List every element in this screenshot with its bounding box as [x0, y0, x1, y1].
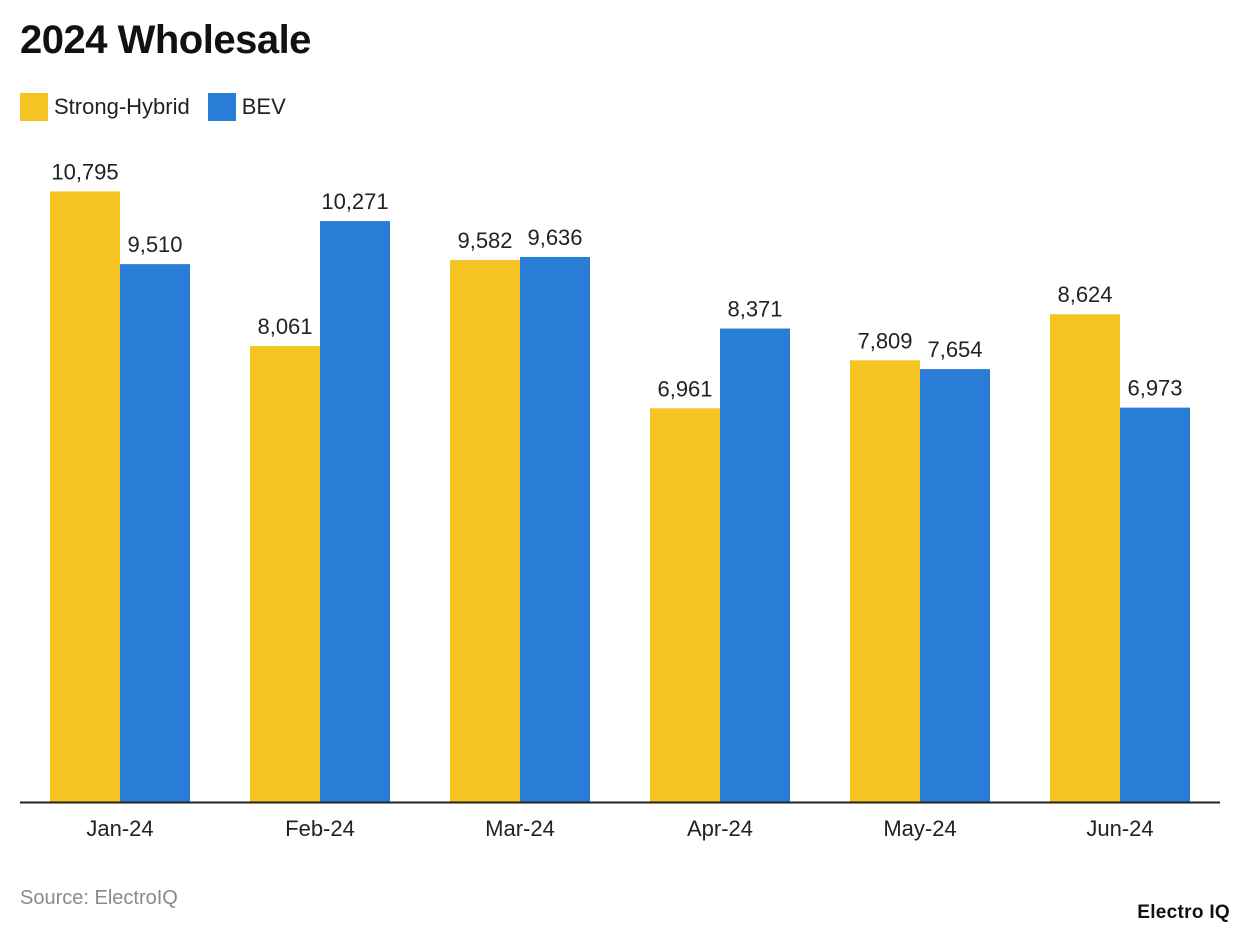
legend-label-strong-hybrid: Strong-Hybrid	[54, 94, 190, 119]
bar-bev-apr-24	[720, 328, 790, 802]
data-label-bev-feb-24: 10,271	[321, 189, 388, 214]
data-label-bev-apr-24: 8,371	[727, 297, 782, 322]
bar-bev-jun-24	[1120, 407, 1190, 802]
legend: Strong-Hybrid BEV	[20, 93, 286, 121]
bar-bev-feb-24	[320, 221, 390, 802]
bar-strong-hybrid-jan-24	[50, 191, 120, 802]
legend-label-bev: BEV	[241, 94, 286, 119]
legend-item-strong-hybrid: Strong-Hybrid	[20, 93, 190, 121]
bar-strong-hybrid-jun-24	[1050, 314, 1120, 802]
data-label-bev-jan-24: 9,510	[127, 232, 182, 257]
brand-logo: Electro IQ	[1137, 902, 1230, 923]
x-tick-label-may-24: May-24	[883, 816, 956, 841]
data-label-strong-hybrid-jan-24: 10,795	[51, 159, 118, 184]
x-tick-label-mar-24: Mar-24	[485, 816, 555, 841]
x-tick-label-jun-24: Jun-24	[1086, 816, 1153, 841]
chart-title: 2024 Wholesale	[20, 18, 311, 62]
data-label-strong-hybrid-feb-24: 8,061	[257, 314, 312, 339]
bar-strong-hybrid-mar-24	[450, 260, 520, 802]
legend-swatch-bev	[207, 93, 236, 121]
bar-bev-mar-24	[520, 256, 590, 802]
data-label-strong-hybrid-apr-24: 6,961	[657, 376, 712, 401]
bar-bev-jan-24	[120, 264, 190, 803]
data-label-strong-hybrid-jun-24: 8,624	[1057, 282, 1112, 307]
bar-strong-hybrid-apr-24	[650, 408, 720, 802]
x-tick-label-feb-24: Feb-24	[285, 816, 355, 841]
legend-item-bev: BEV	[207, 93, 286, 121]
x-tick-label-jan-24: Jan-24	[86, 816, 153, 841]
data-label-bev-may-24: 7,654	[927, 337, 982, 362]
x-tick-label-apr-24: Apr-24	[687, 816, 753, 841]
bar-strong-hybrid-may-24	[850, 360, 920, 802]
bar-strong-hybrid-feb-24	[250, 346, 320, 802]
source-note: Source: ElectroIQ	[20, 887, 178, 909]
data-label-strong-hybrid-may-24: 7,809	[857, 328, 912, 353]
data-label-bev-jun-24: 6,973	[1127, 376, 1182, 401]
data-label-strong-hybrid-mar-24: 9,582	[457, 228, 512, 253]
data-label-bev-mar-24: 9,636	[527, 225, 582, 250]
legend-swatch-strong-hybrid	[20, 93, 48, 121]
bar-bev-may-24	[920, 369, 990, 802]
